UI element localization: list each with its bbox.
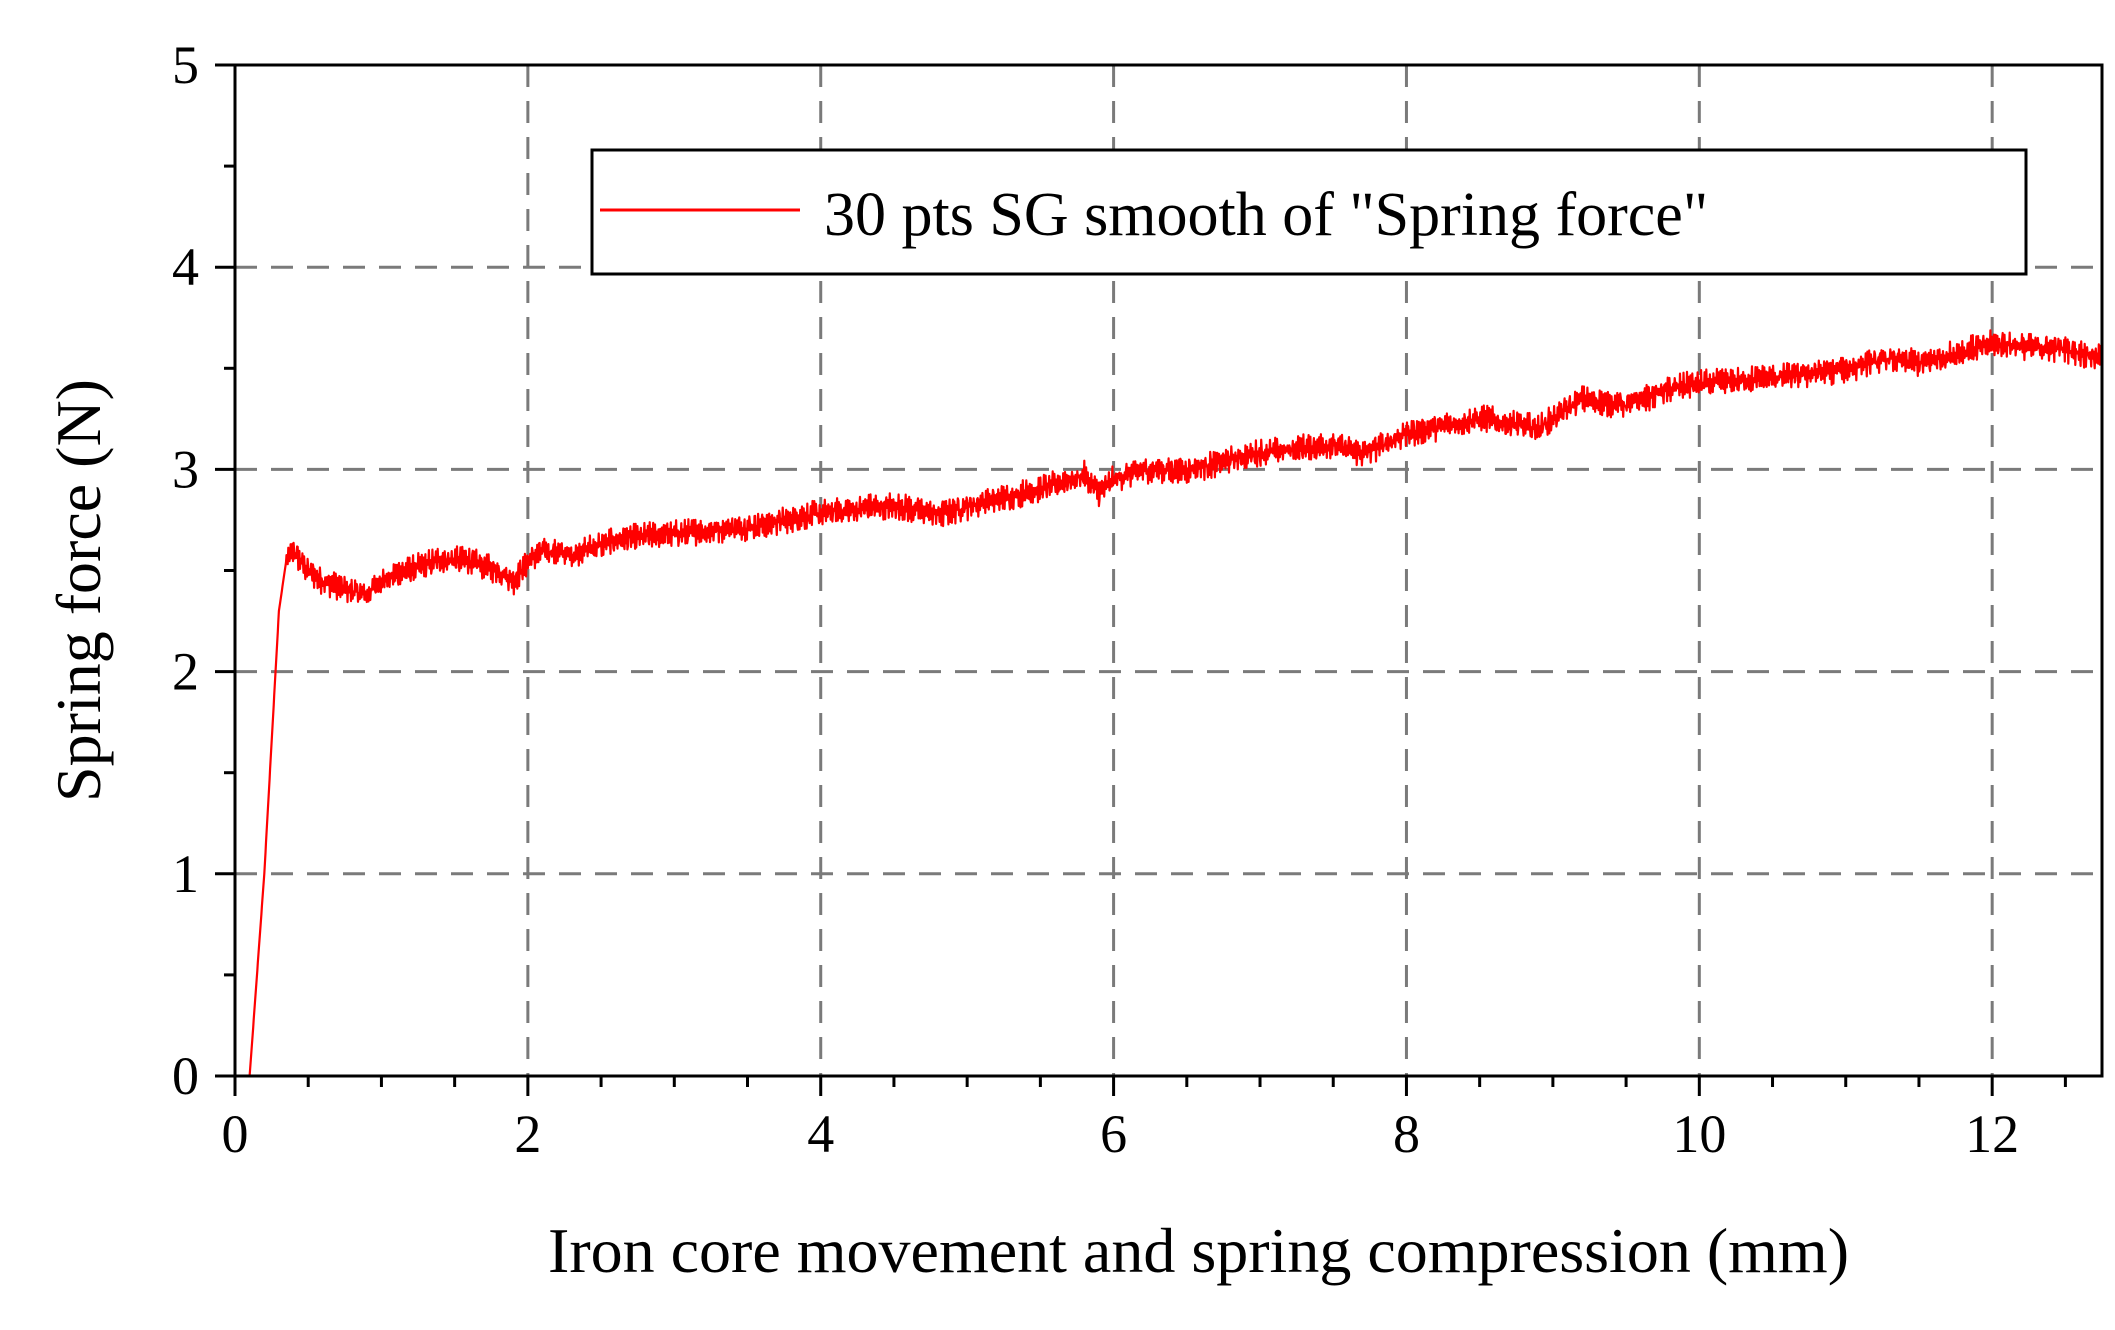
series-line-0 [248,329,2103,1077]
x-tick-label-10: 10 [1672,1104,1726,1164]
x-tick-label-12: 12 [1965,1104,2019,1164]
y-axis-title: Spring force (N) [43,379,114,802]
x-tick-label-6: 6 [1100,1104,1127,1164]
series-layer [248,329,2103,1077]
y-tick-labels: 0 1 2 3 4 5 [172,35,199,1106]
axis-ticks [215,63,2067,1096]
x-tick-label-8: 8 [1393,1104,1420,1164]
x-tick-label-4: 4 [807,1104,834,1164]
legend-box [590,148,2028,276]
x-tick-label-0: 0 [222,1104,249,1164]
y-tick-label-1: 1 [172,844,199,904]
y-tick-label-2: 2 [172,642,199,702]
legend: 30 pts SG smooth of "Spring force" [590,148,2028,276]
x-tick-labels: 0 2 4 6 8 10 12 [222,1104,2020,1164]
y-tick-label-5: 5 [172,35,199,95]
y-tick-label-4: 4 [172,237,199,297]
y-tick-label-0: 0 [172,1046,199,1106]
legend-label: 30 pts SG smooth of "Spring force" [824,181,1708,249]
x-tick-label-2: 2 [514,1104,541,1164]
x-axis-title: Iron core movement and spring compressio… [548,1215,1849,1286]
y-tick-label-3: 3 [172,439,199,499]
